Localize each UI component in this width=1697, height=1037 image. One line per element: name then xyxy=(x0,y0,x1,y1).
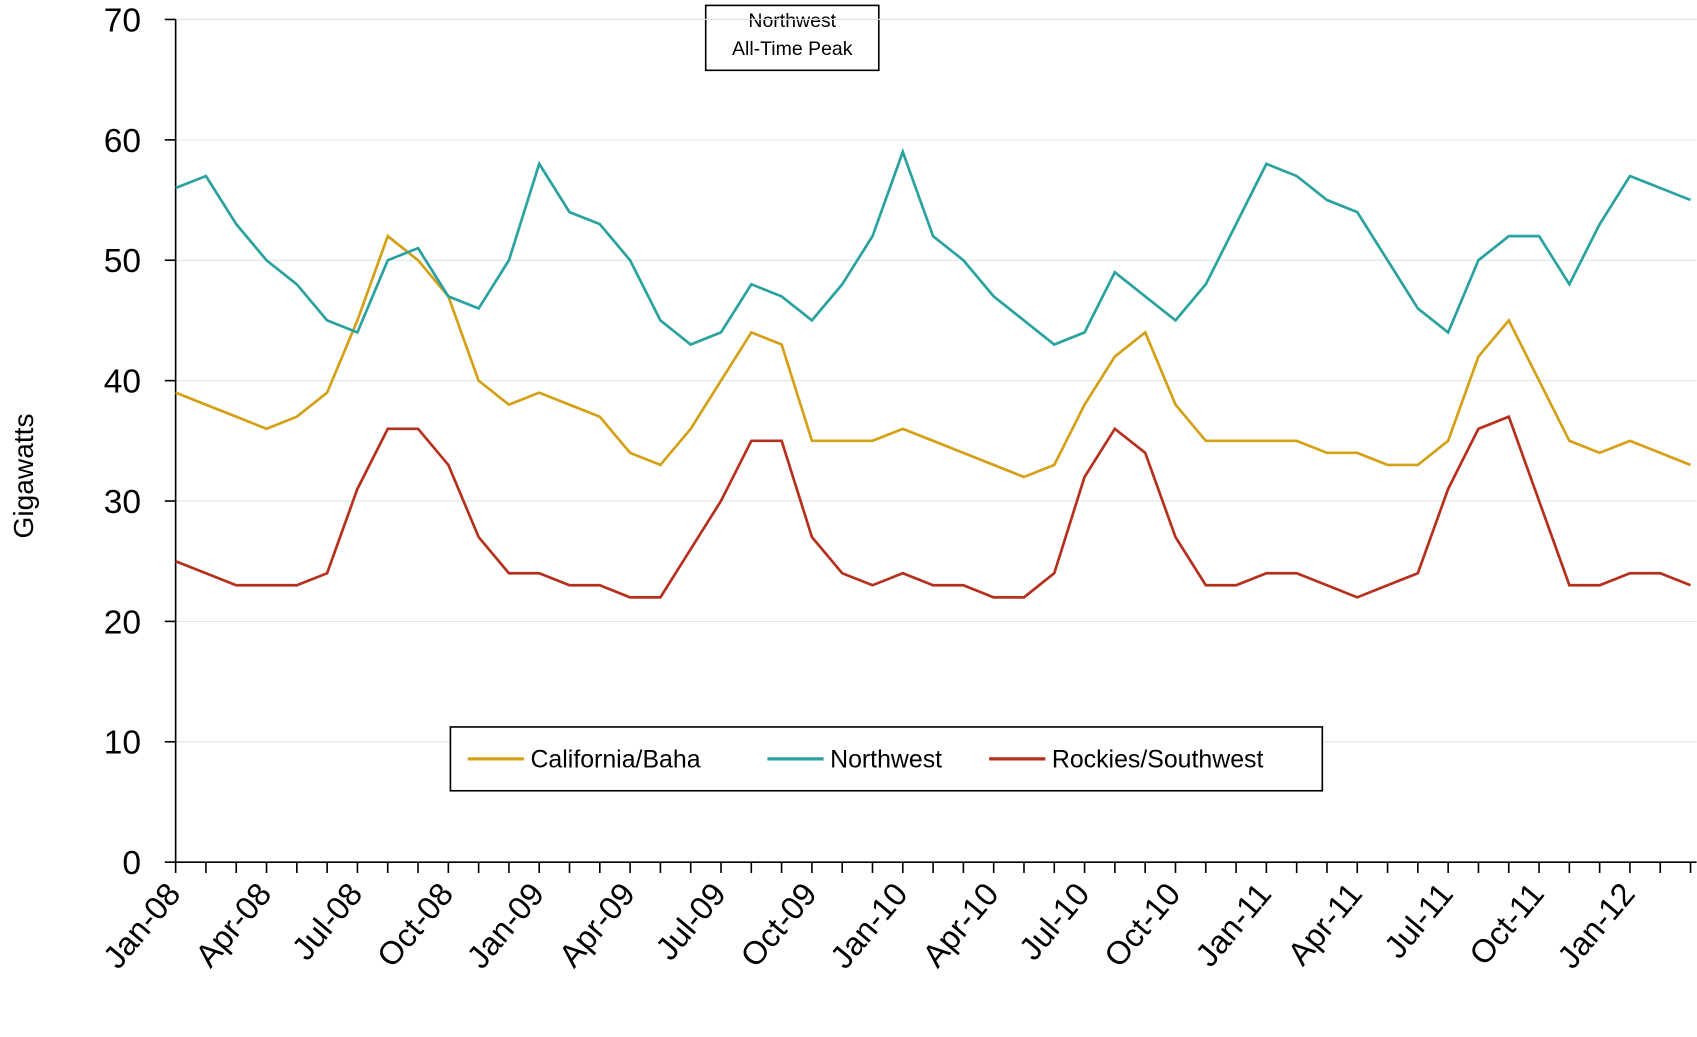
y-tick-label: 70 xyxy=(104,2,141,39)
x-tick-label: Jan-08 xyxy=(96,876,187,975)
x-tick-label: Jan-09 xyxy=(460,876,551,975)
x-tick-label: Oct-09 xyxy=(734,876,824,974)
x-tick-label: Apr-09 xyxy=(552,876,642,974)
y-tick-label: 40 xyxy=(104,364,141,401)
legend-label: California/Baha xyxy=(530,746,700,774)
x-tick-label: Jul-09 xyxy=(648,876,732,967)
x-tick-label: Jul-10 xyxy=(1012,876,1096,967)
y-axis-label: Gigawatts xyxy=(8,413,39,538)
y-tick-label: 50 xyxy=(104,243,141,280)
legend-label: Rockies/Southwest xyxy=(1052,746,1264,774)
annotation-box xyxy=(704,4,880,72)
y-tick-label: 10 xyxy=(104,725,141,762)
x-tick-label: Apr-08 xyxy=(188,876,278,974)
y-tick-label: 60 xyxy=(104,123,141,160)
annotation: All-Time Peak xyxy=(732,38,853,60)
series-line xyxy=(175,414,1692,599)
x-tick-label: Oct-10 xyxy=(1097,876,1187,974)
y-tick-label: 30 xyxy=(104,484,141,521)
legend-box xyxy=(449,726,1324,792)
x-tick-label: Jul-08 xyxy=(285,876,369,967)
x-tick-label: Apr-10 xyxy=(915,876,1005,974)
x-tick-label: Jul-11 xyxy=(1377,876,1460,965)
x-tick-label: Oct-11 xyxy=(1462,876,1551,972)
x-tick-label: Jan-12 xyxy=(1550,876,1641,975)
y-tick-label: 20 xyxy=(104,604,141,641)
x-tick-label: Jan-10 xyxy=(823,876,914,975)
series-line xyxy=(175,147,1692,347)
series-line xyxy=(175,233,1692,479)
legend-label: Northwest xyxy=(830,746,942,774)
x-tick-label: Oct-08 xyxy=(370,876,460,974)
x-tick-label: Jan-11 xyxy=(1188,876,1278,973)
y-tick-label: 0 xyxy=(122,845,141,882)
annotation: Northwest xyxy=(748,10,836,32)
x-tick-label: Apr-11 xyxy=(1281,876,1370,972)
